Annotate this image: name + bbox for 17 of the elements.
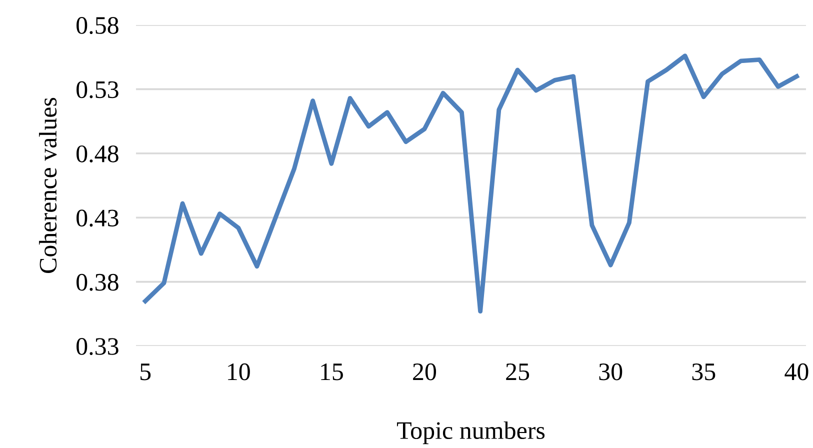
x-tick-label: 15 xyxy=(321,364,343,380)
y-axis-title: Coherence values xyxy=(39,98,57,273)
line-series xyxy=(143,54,799,314)
y-tick-label: 0.33 xyxy=(76,338,118,356)
x-axis-title: Topic numbers xyxy=(397,421,545,444)
x-tick-label: 40 xyxy=(784,363,808,380)
y-tick-label: 0.53 xyxy=(76,81,118,98)
x-tick-label: 20 xyxy=(413,363,436,380)
y-tick-label: 0.43 xyxy=(76,210,118,227)
y-tick-label: 0.58 xyxy=(76,17,118,34)
y-tick-label: 0.48 xyxy=(76,145,118,162)
x-tick-label: 30 xyxy=(599,363,622,380)
x-tick-label: 35 xyxy=(692,363,716,380)
x-tick-label: 5 xyxy=(140,364,151,380)
x-tick-label: 25 xyxy=(506,363,530,380)
y-tick-label: 0.38 xyxy=(76,274,118,291)
x-tick-label: 10 xyxy=(228,363,250,380)
